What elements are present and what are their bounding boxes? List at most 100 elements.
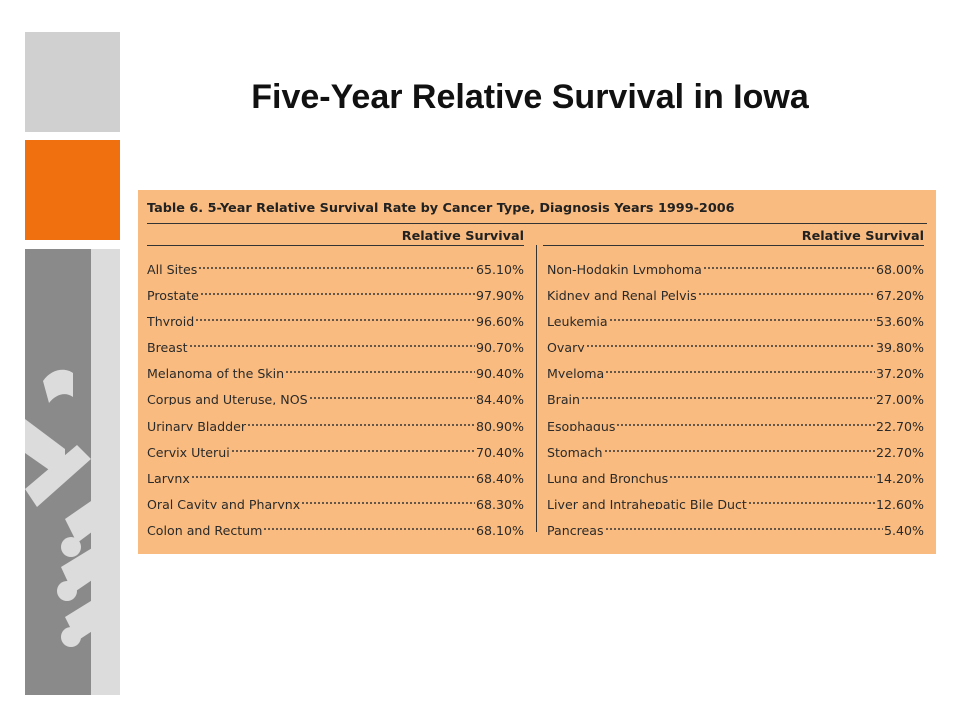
table-row: Larynx 68.40% (147, 456, 524, 483)
right-column: Non-Hodgkin Lymphoma 68.00% Kidney and Re… (547, 248, 924, 535)
dot-leader (308, 378, 475, 405)
table-row: All Sites 65.10% (147, 248, 524, 274)
cancer-type: Lung and Bronchus (547, 470, 669, 483)
survival-rate: 96.60% (475, 314, 524, 327)
column-divider (536, 245, 537, 532)
left-column: All Sites 65.10% Prostate 97.90% Thyroid 96… (147, 248, 524, 535)
decorative-swoosh-graphic (25, 249, 120, 695)
table-top-rule (147, 223, 927, 224)
cancer-type: Urinary Bladder (147, 418, 246, 431)
cancer-type: Cervix Uterui (147, 444, 230, 457)
survival-rate: 90.70% (475, 340, 524, 353)
cancer-type: Esophagus (547, 418, 616, 431)
right-column-header: Relative Survival (801, 229, 924, 244)
cancer-type: Leukemia (547, 314, 608, 327)
dot-leader (230, 430, 475, 457)
cancer-type: Corpus and Uteruse, NOS (147, 392, 308, 405)
survival-rate: 27.00% (875, 392, 924, 405)
dot-leader (603, 430, 875, 457)
table-row: Corpus and Uteruse, NOS 84.40% (147, 378, 524, 405)
dot-leader (608, 300, 875, 327)
dot-leader (669, 456, 875, 483)
table-row: Urinary Bladder 80.90% (147, 404, 524, 431)
survival-rate: 68.00% (875, 262, 924, 275)
survival-rate: 37.20% (875, 366, 924, 379)
cancer-type: Brain (547, 392, 581, 405)
left-header-rule (147, 245, 524, 246)
survival-rate: 14.20% (875, 470, 924, 483)
dot-leader (195, 300, 475, 327)
survival-rate: 5.40% (883, 522, 924, 536)
cancer-type: Breast (147, 340, 188, 353)
survival-rate: 39.80% (875, 340, 924, 353)
cancer-type: Pancreas (547, 522, 604, 536)
survival-rate: 80.90% (475, 418, 524, 431)
survival-rate: 53.60% (875, 314, 924, 327)
cancer-type: Larynx (147, 470, 190, 483)
survival-table: Table 6. 5-Year Relative Survival Rate b… (138, 190, 936, 554)
table-row: Kidney and Renal Pelvis 67.20% (547, 274, 924, 300)
dot-leader (285, 352, 475, 379)
table-row: Liver and Intrahepatic Bile Duct 12.60% (547, 482, 924, 509)
cancer-type: Ovary (547, 340, 585, 353)
dot-leader (585, 326, 875, 353)
dot-leader (581, 378, 875, 405)
table-row: Melanoma of the Skin 90.40% (147, 352, 524, 378)
table-row: Colon and Rectum 68.10% (147, 508, 524, 536)
cancer-type: Stomach (547, 444, 603, 457)
decorative-gray-block (25, 32, 120, 132)
survival-rate: 67.20% (875, 288, 924, 301)
survival-rate: 97.90% (475, 288, 524, 301)
dot-leader (263, 508, 475, 535)
table-row: Cervix Uterui 70.40% (147, 430, 524, 457)
slide-title: Five-Year Relative Survival in Iowa (251, 78, 809, 116)
dot-leader (702, 248, 875, 274)
table-row: Non-Hodgkin Lymphoma 68.00% (547, 248, 924, 274)
table-row: Esophagus 22.70% (547, 404, 924, 431)
table-row: Thyroid 96.60% (147, 300, 524, 326)
survival-rate: 84.40% (475, 392, 524, 405)
table-row: Lung and Bronchus 14.20% (547, 456, 924, 483)
table-row: Brain 27.00% (547, 378, 924, 405)
survival-rate: 22.70% (875, 444, 924, 457)
dot-leader (247, 404, 475, 431)
cancer-type: All Sites (147, 262, 198, 275)
survival-rate: 70.40% (475, 444, 524, 457)
cancer-type: Myeloma (547, 366, 605, 379)
dot-leader (199, 274, 475, 301)
table-row: Myeloma 37.20% (547, 352, 924, 378)
table-row: Prostate 97.90% (147, 274, 524, 300)
dot-leader (605, 352, 875, 379)
survival-rate: 90.40% (475, 366, 524, 379)
survival-rate: 65.10% (475, 262, 524, 275)
dot-leader (604, 508, 883, 535)
survival-rate: 68.40% (475, 470, 524, 483)
cancer-type: Colon and Rectum (147, 522, 263, 536)
survival-rate: 22.70% (875, 418, 924, 431)
survival-rate: 68.30% (475, 496, 524, 509)
survival-rate: 68.10% (475, 522, 524, 536)
table-caption: Table 6. 5-Year Relative Survival Rate b… (147, 201, 735, 216)
cancer-type: Prostate (147, 288, 199, 301)
left-column-header: Relative Survival (401, 229, 524, 244)
table-row: Pancreas 5.40% (547, 508, 924, 536)
cancer-type: Liver and Intrahepatic Bile Duct (547, 496, 747, 509)
cancer-type: Non-Hodgkin Lymphoma (547, 262, 702, 275)
dot-leader (188, 326, 475, 353)
table-row: Ovary 39.80% (547, 326, 924, 352)
table-row: Stomach 22.70% (547, 430, 924, 457)
dot-leader (616, 404, 875, 431)
dot-leader (190, 456, 475, 483)
dot-leader (198, 248, 475, 274)
cancer-type: Kidney and Renal Pelvis (547, 288, 697, 301)
dot-leader (697, 274, 875, 301)
cancer-type: Melanoma of the Skin (147, 366, 285, 379)
cancer-type: Thyroid (147, 314, 195, 327)
right-header-rule (543, 245, 924, 246)
decorative-orange-block (25, 140, 120, 240)
survival-rate: 12.60% (875, 496, 924, 509)
table-row: Breast 90.70% (147, 326, 524, 352)
decorative-graphic-strip (25, 249, 120, 695)
dot-leader (301, 482, 475, 509)
dot-leader (747, 482, 875, 509)
